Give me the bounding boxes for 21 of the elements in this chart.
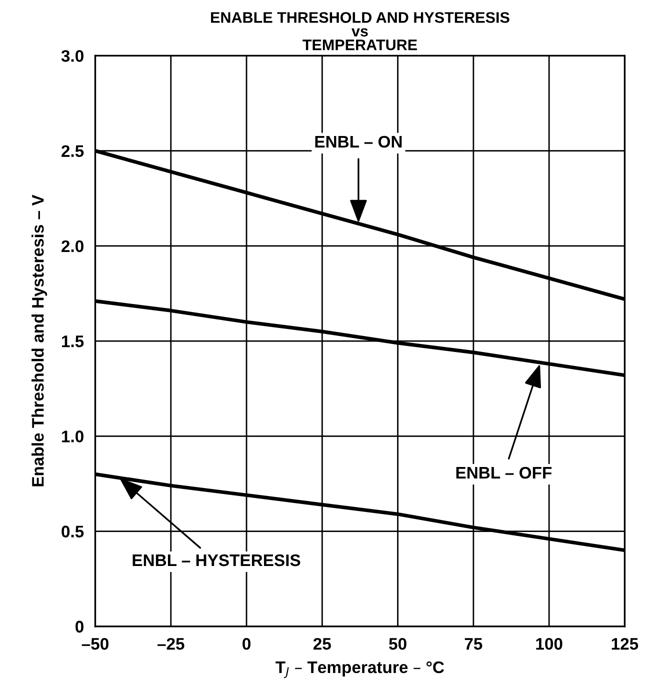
x-tick-label: 0 [242,638,250,650]
x-tick-label: 50 [389,638,406,650]
x-tick-label: 75 [464,638,482,650]
y-tick-label: 3.0 [61,50,84,62]
y-tick-label: 2.0 [62,240,84,252]
x-tick-label: 100 [536,638,562,650]
y-tick-label: 0.5 [62,526,84,538]
x-tick-label: 125 [612,638,638,650]
y-tick-label: 0 [76,620,84,633]
x-tick-label: –50 [82,638,108,650]
x-tick-label: 25 [313,638,331,650]
annotation: ENBL – ON [315,136,402,148]
annotation: ENBL – HYSTERESIS [132,554,300,566]
x-tick-label: –25 [157,638,184,650]
annotation: ENBL – OFF [456,466,552,479]
y-tick-label: 2.5 [62,145,84,158]
x-axis-title: T$_{J}$ – Temperature – °C [276,661,444,678]
y-tick-label: 1.5 [62,336,84,348]
y-axis-title: Enable Threshold and Hysteresis – V [32,194,48,486]
chart-title: ENABLE THRESHOLD AND HYSTERESIS vs TEMPERATURE [211,12,510,50]
y-tick-label: 1.0 [62,430,84,442]
